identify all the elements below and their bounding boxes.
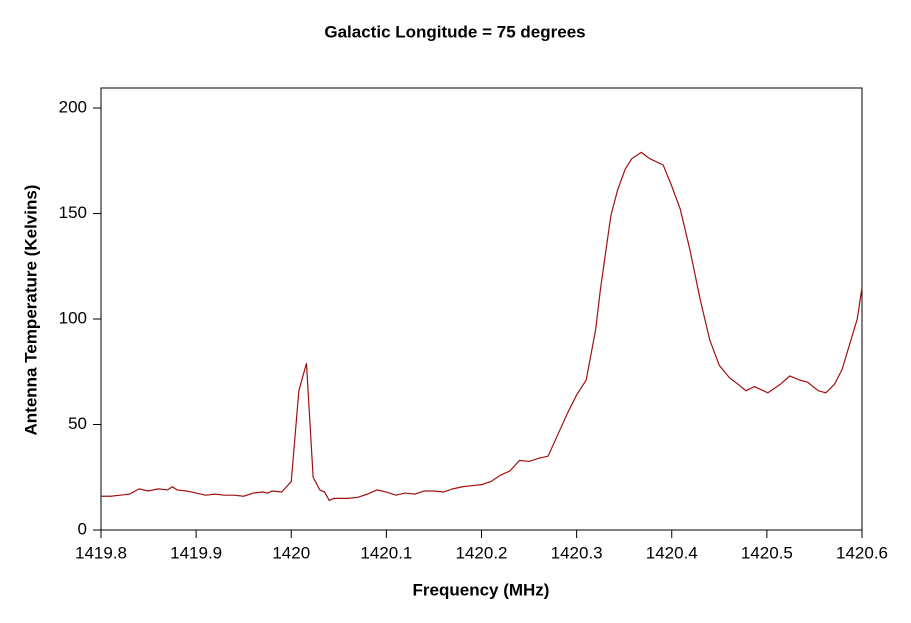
x-tick-label: 1420.6 xyxy=(836,543,888,562)
x-tick-label: 1420.2 xyxy=(456,543,508,562)
y-axis-label: Antenna Temperature (Kelvins) xyxy=(21,185,40,436)
x-tick-label: 1420.3 xyxy=(551,543,603,562)
chart-title: Galactic Longitude = 75 degrees xyxy=(324,22,585,41)
x-tick-label: 1420.4 xyxy=(646,543,698,562)
y-tick-label: 200 xyxy=(59,98,87,117)
x-axis-label: Frequency (MHz) xyxy=(413,580,550,599)
y-tick-label: 150 xyxy=(59,203,87,222)
data-line xyxy=(101,151,863,502)
x-tick-label: 1420 xyxy=(272,543,310,562)
x-tick-label: 1419.8 xyxy=(75,543,127,562)
y-tick-label: 0 xyxy=(78,519,87,538)
x-tick-label: 1420.5 xyxy=(741,543,793,562)
x-tick-label: 1419.9 xyxy=(170,543,222,562)
y-tick-label: 50 xyxy=(68,414,87,433)
y-tick-label: 100 xyxy=(59,309,87,328)
x-tick-label: 1420.1 xyxy=(360,543,412,562)
